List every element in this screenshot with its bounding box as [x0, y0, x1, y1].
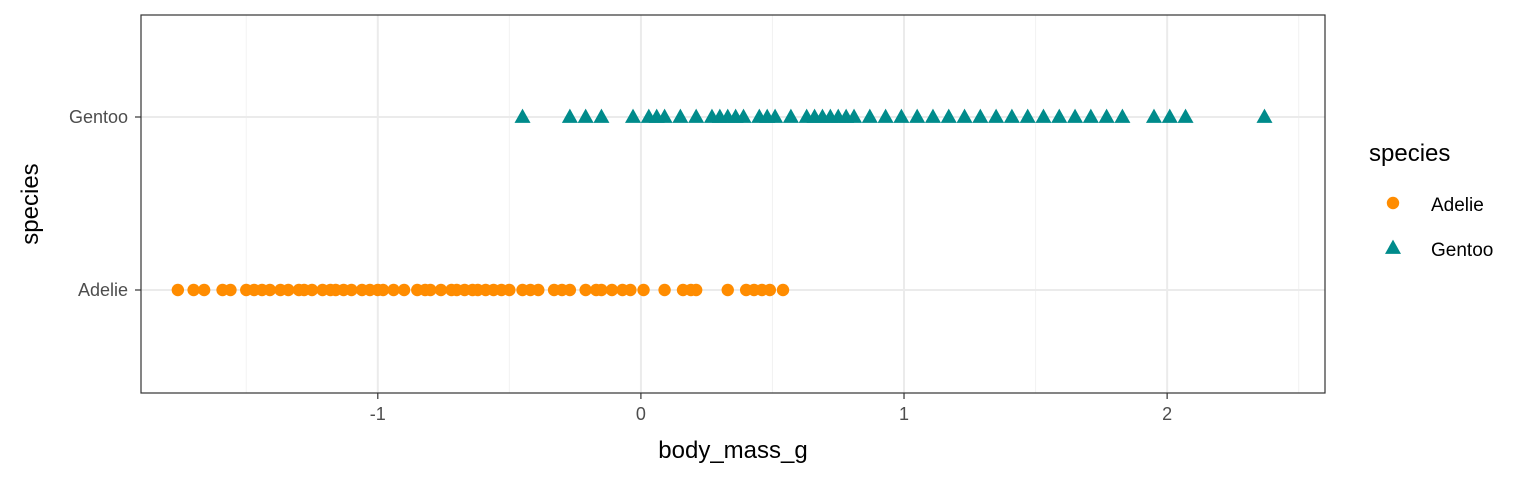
gentoo-point: [561, 108, 578, 123]
adelie-point: [637, 283, 650, 297]
gentoo-point: [656, 108, 673, 123]
adelie-point: [624, 283, 637, 297]
gentoo-point: [1067, 108, 1084, 123]
legend: species Adelie Gentoo: [1369, 140, 1493, 261]
adelie-point: [595, 283, 608, 297]
x-tick-label: 0: [636, 404, 646, 424]
adelie-point: [224, 283, 237, 297]
adelie-point: [263, 283, 277, 297]
adelie-point: [721, 283, 734, 297]
legend-label: Gentoo: [1431, 240, 1493, 261]
gentoo-point: [877, 108, 894, 123]
adelie-point: [503, 283, 516, 297]
gentoo-point: [1051, 108, 1068, 123]
legend-items: Adelie Gentoo: [1385, 195, 1493, 261]
gentoo-point: [909, 108, 926, 123]
adelie-point: [187, 283, 200, 297]
gentoo-point: [956, 108, 973, 123]
gentoo-point: [672, 108, 689, 123]
series-adelie: [171, 283, 790, 297]
adelie-point: [763, 283, 777, 297]
x-tick-label: 2: [1162, 404, 1172, 424]
adelie-point: [376, 283, 390, 297]
adelie-point: [605, 283, 619, 297]
gentoo-point: [972, 108, 989, 123]
gentoo-point: [893, 108, 910, 123]
adelie-point: [424, 283, 437, 297]
gentoo-point: [1145, 108, 1162, 123]
gentoo-point: [1003, 108, 1020, 123]
legend-label: Adelie: [1431, 195, 1484, 216]
gentoo-point: [735, 108, 752, 123]
gentoo-point: [988, 108, 1005, 123]
adelie-point: [387, 283, 400, 297]
data-points: [171, 108, 1273, 297]
gentoo-point: [1177, 108, 1194, 123]
plot-panel-border: [140, 14, 1326, 394]
legend-item-adelie: Adelie: [1386, 195, 1484, 216]
adelie-point: [171, 283, 185, 297]
adelie-point: [689, 283, 703, 297]
gentoo-point: [1019, 108, 1036, 123]
x-tick-label: -1: [370, 404, 386, 424]
y-tick-label: Adelie: [78, 280, 128, 300]
gentoo-point: [1256, 108, 1273, 123]
legend-key-adelie: [1386, 196, 1400, 210]
adelie-point: [776, 283, 790, 297]
gentoo-point: [593, 108, 610, 123]
gentoo-point: [514, 108, 531, 123]
gentoo-point: [861, 108, 878, 123]
gentoo-point: [625, 108, 642, 123]
legend-title: species: [1369, 140, 1450, 167]
x-axis-title: body_mass_g: [658, 437, 807, 464]
gentoo-point: [940, 108, 957, 123]
adelie-point: [282, 283, 295, 297]
gentoo-point: [1035, 108, 1052, 123]
adelie-point: [579, 283, 592, 297]
gentoo-point: [1161, 108, 1178, 123]
gentoo-point: [924, 108, 941, 123]
gentoo-point: [767, 108, 784, 123]
gentoo-point: [577, 108, 594, 123]
adelie-point: [658, 283, 671, 297]
adelie-point: [397, 283, 411, 297]
adelie-point: [345, 283, 358, 297]
y-axis-title: species: [17, 163, 44, 244]
x-tick-label: 1: [899, 404, 909, 424]
axes: -1 0 1 2 Adelie Gentoo: [69, 107, 1172, 424]
series-gentoo: [514, 108, 1273, 123]
gentoo-point: [688, 108, 705, 123]
adelie-point: [305, 283, 319, 297]
gentoo-point: [1114, 108, 1131, 123]
legend-key-gentoo: [1385, 239, 1401, 254]
gentoo-point: [782, 108, 799, 123]
gentoo-point: [1082, 108, 1099, 123]
gentoo-point: [1098, 108, 1115, 123]
adelie-point: [532, 283, 545, 297]
legend-item-gentoo: Gentoo: [1385, 239, 1493, 261]
gentoo-point: [846, 108, 863, 123]
adelie-point: [197, 283, 211, 297]
adelie-point: [563, 283, 577, 297]
y-tick-label: Gentoo: [69, 107, 128, 127]
adelie-point: [434, 283, 448, 297]
